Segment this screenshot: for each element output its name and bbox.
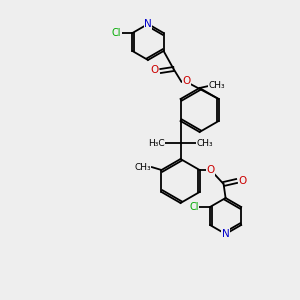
Text: CH₃: CH₃: [208, 82, 225, 91]
Text: N: N: [222, 229, 230, 239]
Text: CH₃: CH₃: [196, 139, 213, 148]
Text: O: O: [206, 165, 215, 175]
Text: O: O: [151, 65, 159, 75]
Text: CH₃: CH₃: [134, 163, 151, 172]
Text: H₃C: H₃C: [148, 139, 165, 148]
Text: Cl: Cl: [189, 202, 199, 212]
Text: N: N: [144, 19, 152, 29]
Text: O: O: [238, 176, 247, 186]
Text: O: O: [182, 76, 191, 86]
Text: Cl: Cl: [112, 28, 121, 38]
